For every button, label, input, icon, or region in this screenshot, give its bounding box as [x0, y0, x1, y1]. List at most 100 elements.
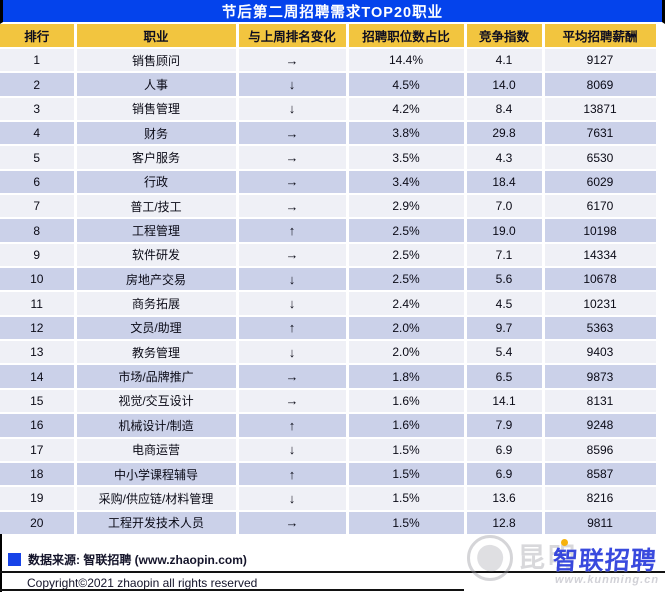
- occupation-cell: 财务: [75, 121, 239, 147]
- occupation-cell: 市场/品牌推广: [75, 364, 239, 390]
- avg-salary-cell: 10678: [543, 267, 659, 293]
- rank-cell: 16: [0, 413, 77, 439]
- data-source-text: 数据来源: 智联招聘 (www.zhaopin.com): [28, 553, 247, 567]
- rank-change-cell: →: [237, 121, 349, 147]
- occupation-cell: 文员/助理: [75, 315, 239, 342]
- rank-change-cell: ↓: [237, 437, 349, 463]
- table-row: 3 销售管理 ↓ 4.2% 8.4 13871: [0, 96, 659, 123]
- table-row: 4 财务 → 3.8% 29.8 7631: [0, 121, 659, 147]
- competition-index-cell: 4.5: [465, 291, 545, 317]
- occupation-cell: 电商运营: [75, 437, 239, 463]
- rank-change-cell: ↑: [237, 315, 349, 342]
- occupation-cell: 商务拓展: [75, 291, 239, 317]
- rank-change-cell: ↑: [237, 218, 349, 244]
- table-row: 1 销售顾问 → 14.4% 4.1 9127: [0, 48, 659, 74]
- competition-index-cell: 7.9: [465, 413, 545, 439]
- rank-cell: 2: [0, 72, 77, 98]
- rank-cell: 3: [0, 96, 77, 123]
- rank-change-cell: →: [237, 169, 349, 196]
- table-row: 11 商务拓展 ↓ 2.4% 4.5 10231: [0, 291, 659, 317]
- occupation-cell: 行政: [75, 169, 239, 196]
- copyright-text: Copyright©2021 zhaopin all rights reserv…: [27, 576, 258, 590]
- job-share-cell: 3.4%: [347, 169, 467, 196]
- job-share-cell: 2.4%: [347, 291, 467, 317]
- table-row: 15 视觉/交互设计 → 1.6% 14.1 8131: [0, 388, 659, 415]
- avg-salary-cell: 10198: [543, 218, 659, 244]
- job-share-cell: 4.5%: [347, 72, 467, 98]
- rank-change-cell: ↓: [237, 267, 349, 293]
- occupation-cell: 视觉/交互设计: [75, 388, 239, 415]
- avg-salary-cell: 9127: [543, 48, 659, 74]
- job-share-cell: 1.6%: [347, 413, 467, 439]
- avg-salary-cell: 9248: [543, 413, 659, 439]
- legend-square-icon: [8, 553, 21, 566]
- occupation-cell: 机械设计/制造: [75, 413, 239, 439]
- avg-salary-cell: 8596: [543, 437, 659, 463]
- rank-cell: 20: [0, 510, 77, 536]
- watermark: 昆明 智联招聘 www.kunming.cn: [433, 533, 665, 591]
- occupation-cell: 采购/供应链/材料管理: [75, 486, 239, 512]
- avg-salary-cell: 8216: [543, 486, 659, 512]
- occupation-cell: 客户服务: [75, 145, 239, 171]
- competition-index-cell: 18.4: [465, 169, 545, 196]
- table-row: 5 客户服务 → 3.5% 4.3 6530: [0, 145, 659, 171]
- job-share-cell: 2.0%: [347, 340, 467, 366]
- footer-left-border: [0, 534, 2, 592]
- occupation-cell: 软件研发: [75, 242, 239, 269]
- rank-cell: 5: [0, 145, 77, 171]
- avg-salary-cell: 9811: [543, 510, 659, 536]
- rank-change-cell: ↑: [237, 461, 349, 488]
- rank-cell: 7: [0, 194, 77, 220]
- column-header-1: 排行: [0, 24, 77, 49]
- job-share-cell: 1.6%: [347, 388, 467, 415]
- rank-change-cell: →: [237, 510, 349, 536]
- table-row: 18 中小学课程辅导 ↑ 1.5% 6.9 8587: [0, 461, 659, 488]
- avg-salary-cell: 8069: [543, 72, 659, 98]
- page-title: 节后第二周招聘需求TOP20职业: [0, 0, 665, 24]
- table-row: 19 采购/供应链/材料管理 ↓ 1.5% 13.6 8216: [0, 486, 659, 512]
- table-row: 8 工程管理 ↑ 2.5% 19.0 10198: [0, 218, 659, 244]
- occupation-cell: 普工/技工: [75, 194, 239, 220]
- competition-index-cell: 13.6: [465, 486, 545, 512]
- rank-change-cell: →: [237, 242, 349, 269]
- table-row: 20 工程开发技术人员 → 1.5% 12.8 9811: [0, 510, 659, 536]
- competition-index-cell: 4.1: [465, 48, 545, 74]
- rank-change-cell: →: [237, 194, 349, 220]
- competition-index-cell: 12.8: [465, 510, 545, 536]
- rank-cell: 17: [0, 437, 77, 463]
- rank-cell: 8: [0, 218, 77, 244]
- rank-cell: 19: [0, 486, 77, 512]
- occupation-cell: 工程开发技术人员: [75, 510, 239, 536]
- job-share-cell: 3.8%: [347, 121, 467, 147]
- rank-change-cell: ↑: [237, 413, 349, 439]
- table-body: 1 销售顾问 → 14.4% 4.1 9127 2 人事 ↓ 4.5% 14.0 8069 3 销售管理 ↓…: [0, 48, 659, 536]
- competition-index-cell: 14.1: [465, 388, 545, 415]
- rank-cell: 6: [0, 169, 77, 196]
- avg-salary-cell: 9403: [543, 340, 659, 366]
- column-header-2: 职业: [75, 24, 239, 49]
- competition-index-cell: 5.6: [465, 267, 545, 293]
- job-share-cell: 2.5%: [347, 242, 467, 269]
- column-header-3: 与上周排名变化: [237, 24, 349, 49]
- watermark-dot-icon: [561, 539, 568, 546]
- avg-salary-cell: 14334: [543, 242, 659, 269]
- rank-cell: 1: [0, 48, 77, 74]
- competition-index-cell: 6.9: [465, 437, 545, 463]
- rank-cell: 13: [0, 340, 77, 366]
- column-header-5: 竞争指数: [465, 24, 545, 49]
- rank-cell: 9: [0, 242, 77, 269]
- rank-change-cell: →: [237, 364, 349, 390]
- avg-salary-cell: 5363: [543, 315, 659, 342]
- rank-change-cell: ↓: [237, 291, 349, 317]
- header-row: 排行 职业 与上周排名变化 招聘职位数占比 竞争指数 平均招聘薪酬: [0, 24, 659, 49]
- table-row: 9 软件研发 → 2.5% 7.1 14334: [0, 242, 659, 269]
- job-share-cell: 4.2%: [347, 96, 467, 123]
- competition-index-cell: 4.3: [465, 145, 545, 171]
- occupation-cell: 人事: [75, 72, 239, 98]
- rank-change-cell: ↓: [237, 340, 349, 366]
- footer-divider: [0, 571, 665, 573]
- rank-change-cell: ↓: [237, 486, 349, 512]
- competition-index-cell: 14.0: [465, 72, 545, 98]
- avg-salary-cell: 6530: [543, 145, 659, 171]
